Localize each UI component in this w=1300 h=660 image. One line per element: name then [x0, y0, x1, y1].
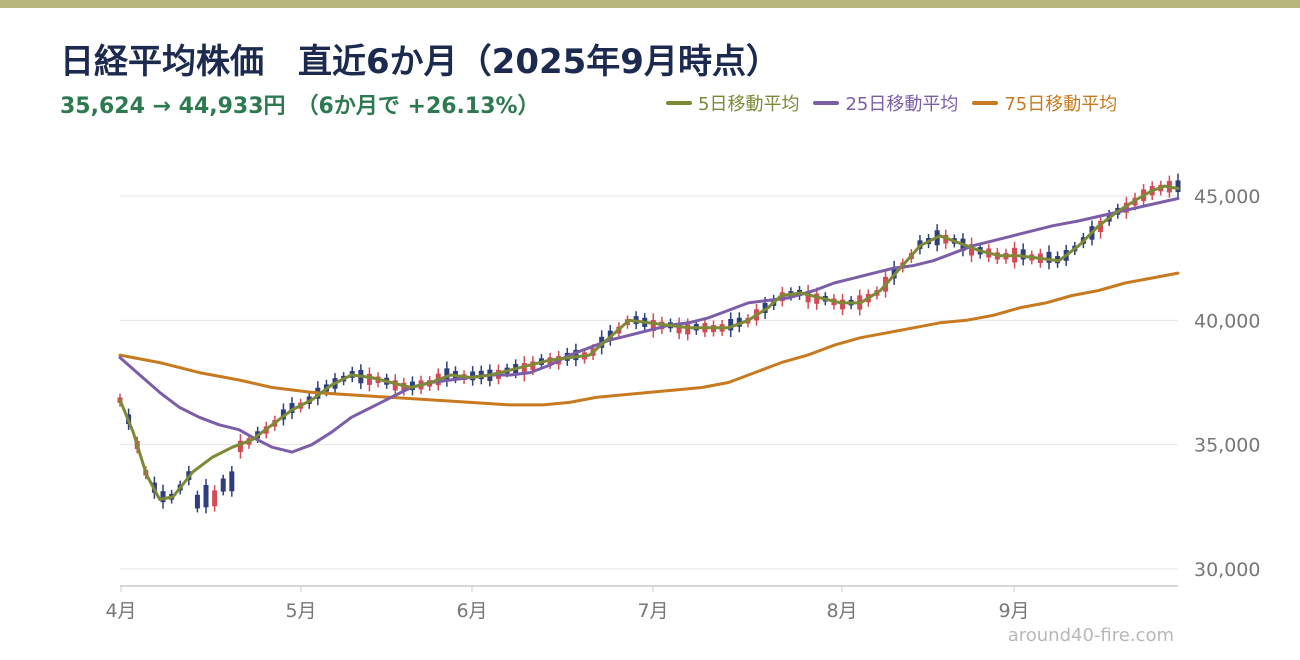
- grid-layer: [120, 195, 1178, 570]
- legend-swatch-ma75: [972, 101, 999, 105]
- chart-title: 日経平均株価 直近6か月（2025年9月時点）: [60, 42, 780, 82]
- candle: [194, 490, 200, 513]
- candle: [392, 374, 398, 397]
- chart-subtitle: 35,624 → 44,933円 （6か月で +26.13%）: [60, 94, 540, 119]
- candle: [229, 465, 235, 497]
- candle: [573, 343, 579, 367]
- candle: [212, 485, 218, 512]
- candle: [1020, 243, 1026, 266]
- candle: [969, 237, 975, 263]
- candle: [840, 293, 846, 316]
- x-tick-label: 7月: [637, 600, 668, 622]
- candle: [366, 367, 372, 392]
- y-tick-label: 45,000: [1194, 186, 1260, 208]
- candle: [814, 287, 820, 310]
- candle: [203, 478, 209, 514]
- candle: [728, 312, 734, 338]
- candle: [289, 397, 295, 419]
- legend-label-ma5: 5日移動平均: [698, 94, 800, 115]
- candle-layer: [117, 173, 1181, 514]
- x-tick-label: 6月: [456, 600, 487, 622]
- ma75-line: [118, 271, 1180, 407]
- ma5-line: [118, 184, 1180, 501]
- legend-label-ma25: 25日移動平均: [845, 94, 959, 115]
- candle: [1098, 214, 1104, 239]
- chart-legend: 5日移動平均 25日移動平均 75日移動平均: [666, 90, 1117, 116]
- legend-swatch-ma5: [666, 101, 692, 105]
- candle: [160, 484, 166, 509]
- x-tick-label: 5月: [285, 600, 316, 622]
- legend-item-ma25[interactable]: 25日移動平均: [813, 90, 958, 116]
- watermark: around40-fire.com: [1007, 625, 1174, 646]
- axis-layer: 30,000 35,000 40,000 45,000 4月 5月 6月 7月 8月 9月: [105, 186, 1260, 622]
- candle: [1123, 196, 1129, 219]
- candle: [805, 284, 811, 309]
- x-tick-label: 9月: [998, 600, 1029, 622]
- candle: [676, 317, 682, 340]
- top-accent-bar: [0, 0, 1300, 8]
- legend-swatch-ma25: [813, 101, 840, 105]
- candle: [237, 434, 243, 459]
- candle: [220, 474, 226, 496]
- y-tick-label: 35,000: [1194, 435, 1260, 457]
- legend-item-ma5[interactable]: 5日移動平均: [666, 90, 799, 116]
- x-tick-label: 8月: [826, 600, 857, 622]
- legend-label-ma75: 75日移動平均: [1004, 94, 1118, 115]
- legend-item-ma75[interactable]: 75日移動平均: [972, 90, 1117, 116]
- candle: [1175, 173, 1181, 199]
- y-tick-label: 30,000: [1194, 559, 1260, 581]
- moving-average-layer: [118, 184, 1180, 501]
- y-tick-label: 40,000: [1194, 310, 1260, 332]
- ma25-line: [118, 197, 1180, 454]
- x-tick-label: 4月: [105, 600, 136, 622]
- candle: [650, 313, 656, 338]
- candle: [521, 356, 527, 382]
- candle: [444, 361, 450, 387]
- candle: [1046, 245, 1052, 270]
